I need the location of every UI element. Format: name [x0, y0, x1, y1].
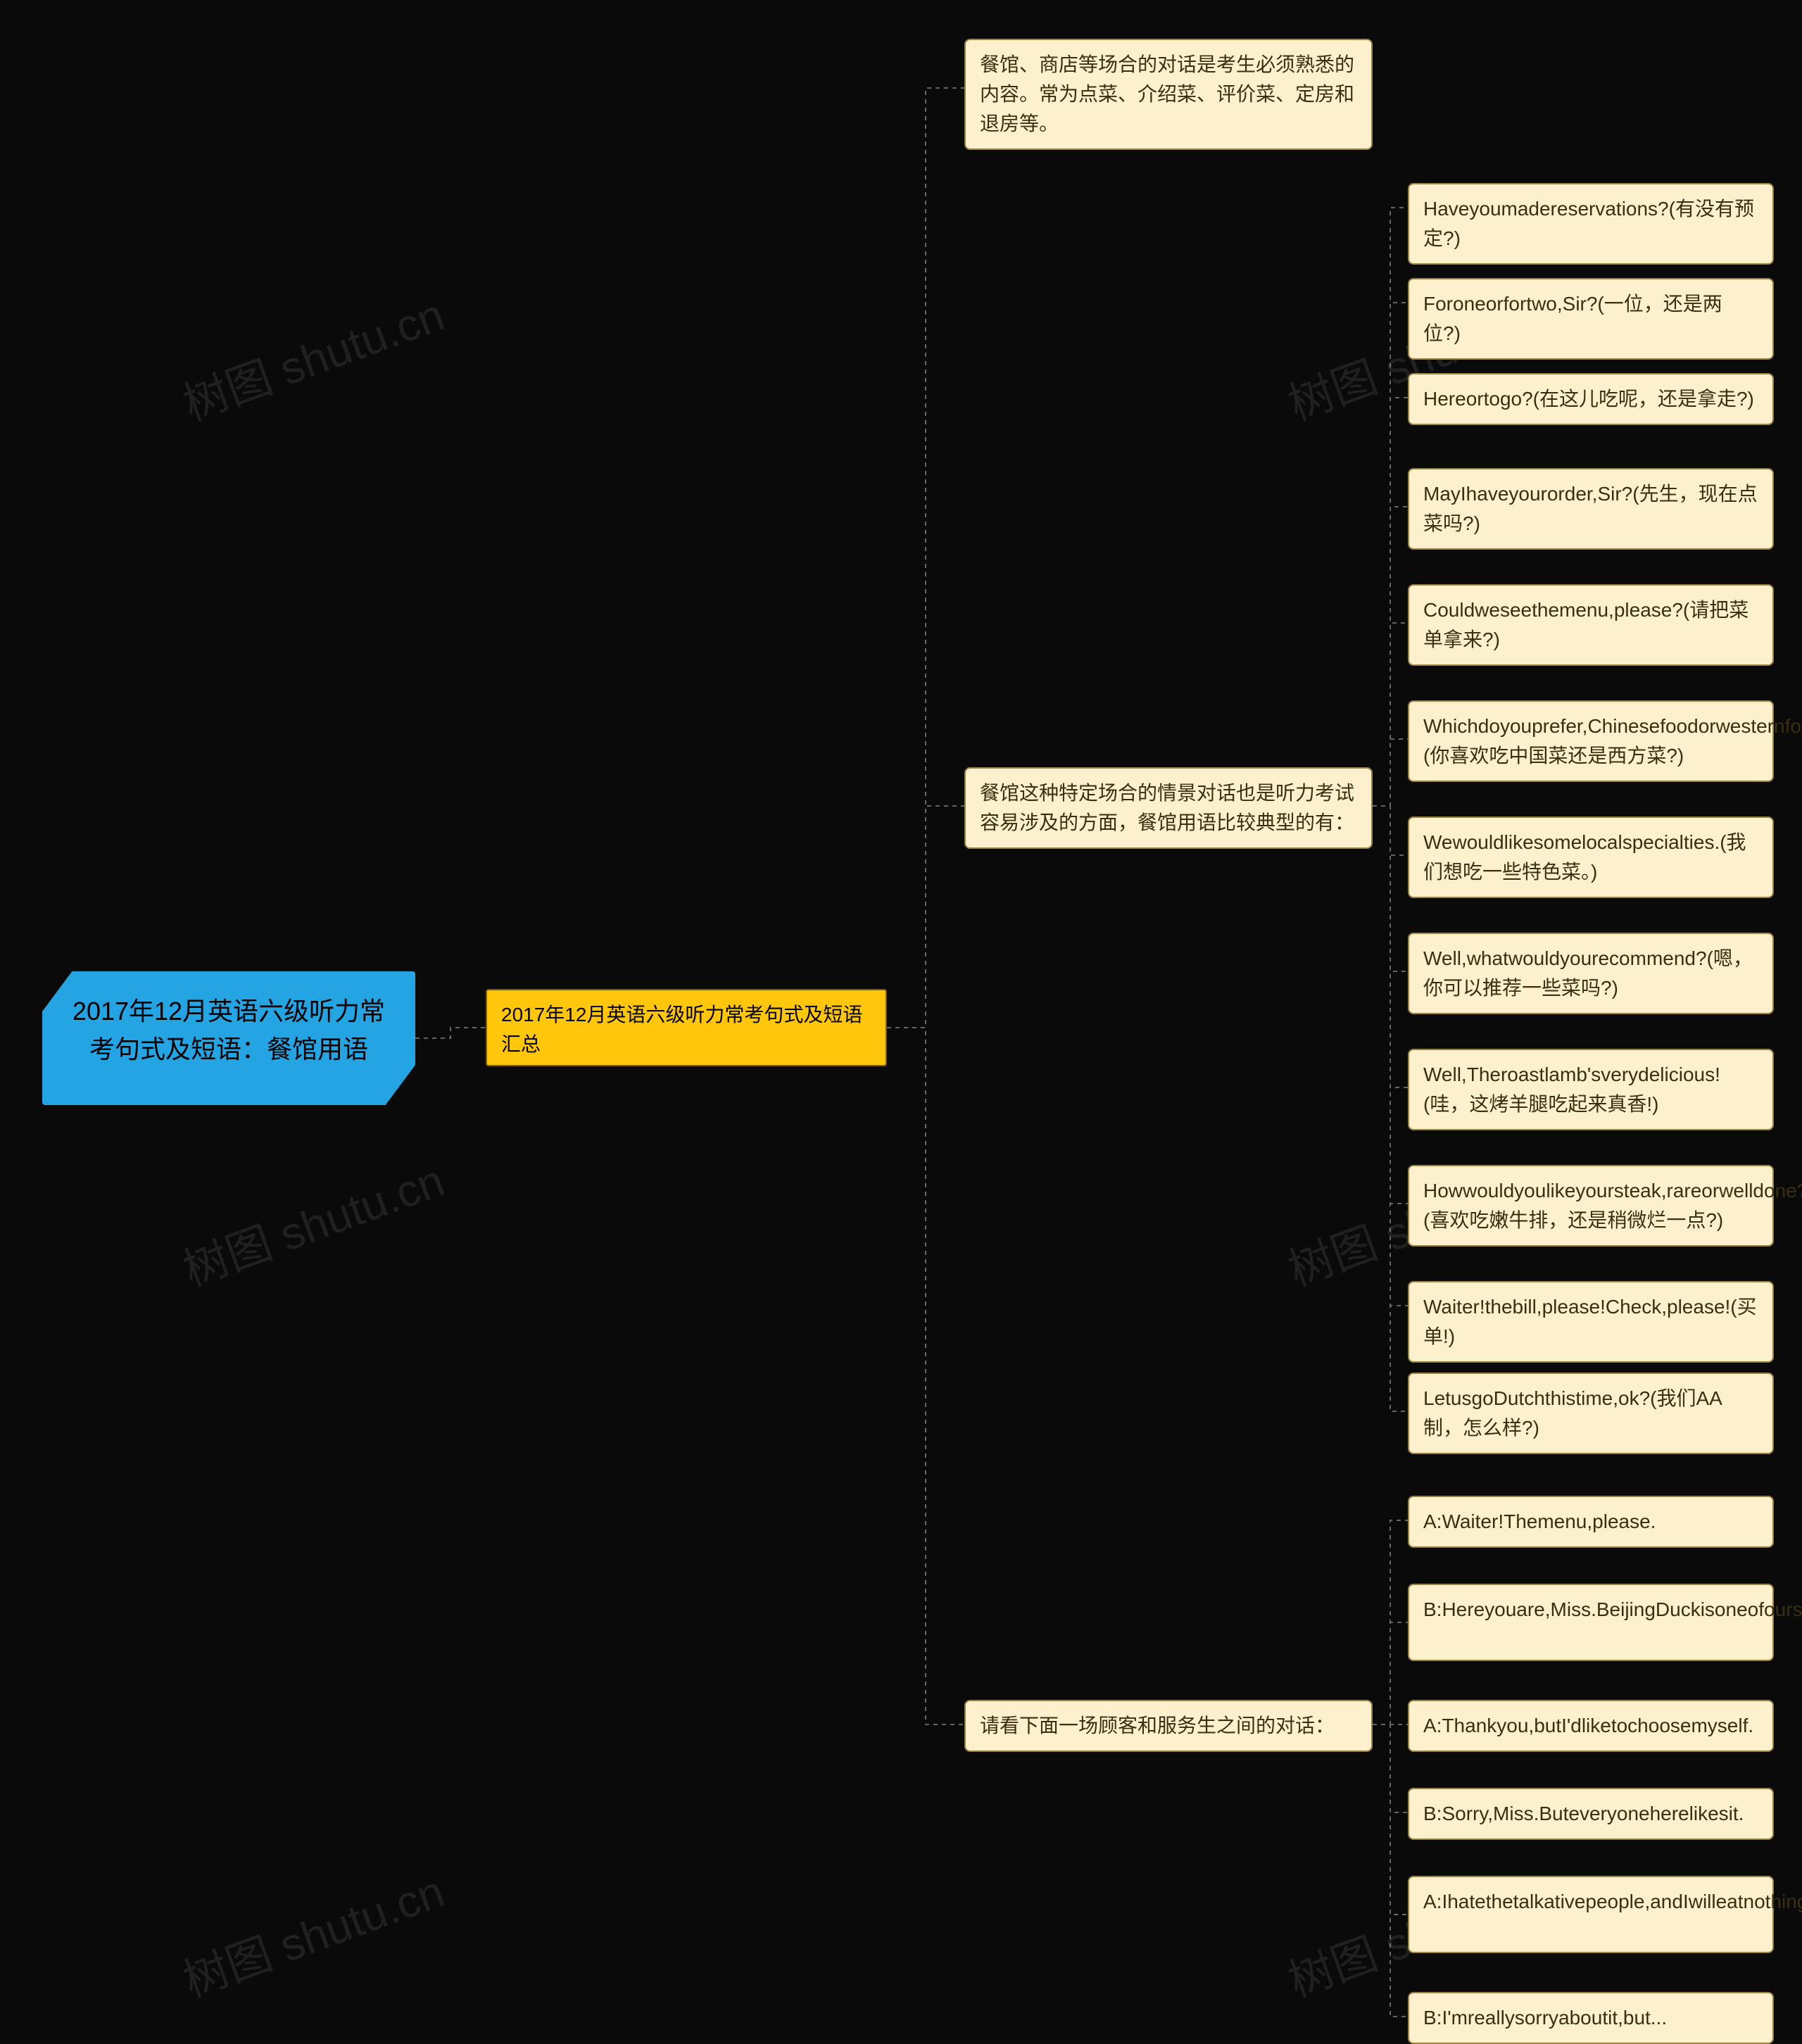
leaf-node: Wewouldlikesomelocalspecialties.(我们想吃一些特…	[1408, 816, 1774, 898]
leaf-node: A:Waiter!Themenu,please.	[1408, 1496, 1774, 1548]
leaf-node: Foroneorfortwo,Sir?(一位，还是两位?)	[1408, 278, 1774, 360]
branch-text: 请看下面一场顾客和服务生之间的对话：	[980, 1715, 1335, 1736]
leaf-node: MayIhaveyourorder,Sir?(先生，现在点菜吗?)	[1408, 468, 1774, 550]
leaf-text: LetusgoDutchthistime,ok?(我们AA制，怎么样?)	[1423, 1387, 1722, 1439]
root-node: 2017年12月英语六级听力常考句式及短语：餐馆用语	[42, 971, 415, 1105]
root-text: 2017年12月英语六级听力常考句式及短语：餐馆用语	[73, 997, 385, 1064]
leaf-node: Whichdoyouprefer,Chinesefoodorwesternfoo…	[1408, 700, 1774, 782]
leaf-text: Waiter!thebill,please!Check,please!(买单!)	[1423, 1296, 1757, 1347]
branch-node: 请看下面一场顾客和服务生之间的对话：	[964, 1700, 1373, 1752]
leaf-node: B:Sorry,Miss.Buteveryoneherelikesit.	[1408, 1788, 1774, 1840]
leaf-text: A:Waiter!Themenu,please.	[1423, 1510, 1656, 1532]
leaf-text: Well,Theroastlamb'sverydelicious!(哇，这烤羊腿…	[1423, 1064, 1720, 1115]
leaf-node: LetusgoDutchthistime,ok?(我们AA制，怎么样?)	[1408, 1373, 1774, 1454]
leaf-text: Howwouldyoulikeyoursteak,rareorwelldone?…	[1423, 1180, 1802, 1231]
leaf-text: MayIhaveyourorder,Sir?(先生，现在点菜吗?)	[1423, 483, 1758, 534]
leaf-node: A:Thankyou,butI'dliketochoosemyself.	[1408, 1700, 1774, 1752]
leaf-text: Wewouldlikesomelocalspecialties.(我们想吃一些特…	[1423, 831, 1746, 883]
branch-text: 餐馆、商店等场合的对话是考生必须熟悉的内容。常为点菜、介绍菜、评价菜、定房和退房…	[980, 53, 1354, 134]
leaf-text: Whichdoyouprefer,Chinesefoodorwesternfoo…	[1423, 715, 1802, 766]
leaf-text: B:Sorry,Miss.Buteveryoneherelikesit.	[1423, 1803, 1744, 1824]
branch-text: 餐馆这种特定场合的情景对话也是听力考试容易涉及的方面，餐馆用语比较典型的有：	[980, 782, 1354, 833]
watermark: 树图 shutu.cn	[173, 279, 452, 433]
leaf-text: A:Ihatethetalkativepeople,andIwilleatnot…	[1423, 1891, 1802, 1912]
branch-node: 餐馆、商店等场合的对话是考生必须熟悉的内容。常为点菜、介绍菜、评价菜、定房和退房…	[964, 39, 1373, 150]
leaf-text: Well,whatwouldyourecommend?(嗯，你可以推荐一些菜吗?…	[1423, 947, 1753, 999]
leaf-node: Waiter!thebill,please!Check,please!(买单!)	[1408, 1281, 1774, 1363]
mid-node: 2017年12月英语六级听力常考句式及短语汇总	[486, 989, 887, 1066]
watermark: 树图 shutu.cn	[173, 1144, 452, 1299]
leaf-text: Hereortogo?(在这儿吃呢，还是拿走?)	[1423, 388, 1754, 410]
leaf-text: A:Thankyou,butI'dliketochoosemyself.	[1423, 1715, 1753, 1736]
leaf-text: B:Hereyouare,Miss.BeijingDuckisoneofours…	[1423, 1598, 1802, 1620]
leaf-text: Foroneorfortwo,Sir?(一位，还是两位?)	[1423, 293, 1722, 344]
leaf-node: Couldweseethemenu,please?(请把菜单拿来?)	[1408, 584, 1774, 666]
leaf-node: B:Hereyouare,Miss.BeijingDuckisoneofours…	[1408, 1584, 1774, 1661]
leaf-text: Couldweseethemenu,please?(请把菜单拿来?)	[1423, 599, 1749, 650]
leaf-node: Well,Theroastlamb'sverydelicious!(哇，这烤羊腿…	[1408, 1049, 1774, 1130]
leaf-text: B:I'mreallysorryaboutit,but...	[1423, 2007, 1667, 2029]
branch-node: 餐馆这种特定场合的情景对话也是听力考试容易涉及的方面，餐馆用语比较典型的有：	[964, 767, 1373, 849]
leaf-node: Well,whatwouldyourecommend?(嗯，你可以推荐一些菜吗?…	[1408, 933, 1774, 1014]
leaf-node: Haveyoumadereservations?(有没有预定?)	[1408, 183, 1774, 265]
leaf-node: A:Ihatethetalkativepeople,andIwilleatnot…	[1408, 1876, 1774, 1953]
leaf-text: Haveyoumadereservations?(有没有预定?)	[1423, 198, 1754, 249]
leaf-node: Hereortogo?(在这儿吃呢，还是拿走?)	[1408, 373, 1774, 425]
leaf-node: B:I'mreallysorryaboutit,but...	[1408, 1992, 1774, 2044]
leaf-node: Howwouldyoulikeyoursteak,rareorwelldone?…	[1408, 1165, 1774, 1247]
watermark: 树图 shutu.cn	[173, 1855, 452, 2010]
mid-text: 2017年12月英语六级听力常考句式及短语汇总	[501, 1004, 862, 1055]
